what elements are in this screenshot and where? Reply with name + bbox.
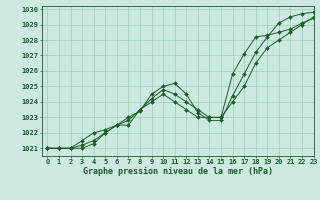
- X-axis label: Graphe pression niveau de la mer (hPa): Graphe pression niveau de la mer (hPa): [83, 167, 273, 176]
